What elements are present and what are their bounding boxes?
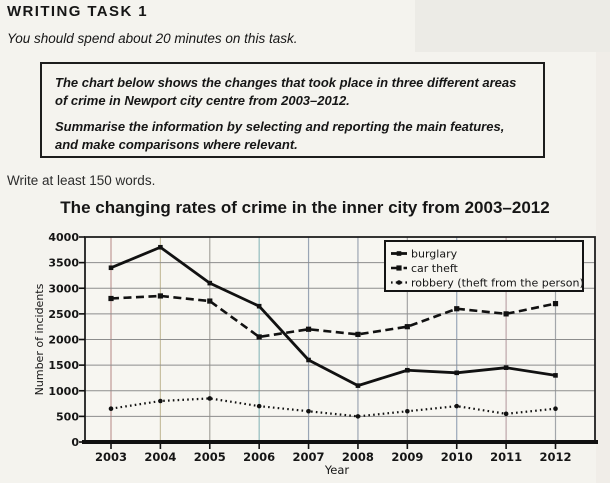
y-tick-label: 1500 (48, 359, 79, 372)
y-axis-title: Number of incidents (33, 283, 46, 395)
data-point-marker (256, 334, 262, 340)
series-line-burglary (110, 245, 556, 388)
y-tick-label: 500 (56, 410, 79, 423)
time-instruction: You should spend about 20 minutes on thi… (7, 31, 298, 46)
data-point-marker (553, 373, 558, 378)
data-point-marker (553, 406, 558, 411)
data-point-marker (207, 280, 213, 286)
x-tick-label: 2004 (144, 450, 176, 464)
data-point-marker (503, 411, 509, 417)
data-point-marker (306, 357, 311, 363)
data-point-marker (503, 311, 509, 317)
x-tick-label: 2009 (391, 450, 423, 464)
data-point-marker (207, 396, 213, 401)
legend-label: burglary (411, 247, 458, 260)
x-tick-label: 2011 (490, 450, 522, 464)
crime-rates-line-chart: 0 500 1000 1500 2000 2500 3000 3500 4000 2003 2004… (33, 231, 598, 477)
scan-artifact-shade (415, 0, 610, 52)
x-tick-label: 2003 (95, 450, 127, 464)
data-point-marker (108, 406, 114, 411)
legend-sample-marker (396, 265, 402, 271)
data-point-marker (454, 370, 460, 376)
legend-label: robbery (theft from the person) (411, 276, 584, 289)
y-tick-label: 2000 (48, 334, 79, 347)
y-tick-label: 4000 (48, 231, 79, 244)
x-tick-label: 2007 (293, 450, 325, 464)
data-point-marker (108, 295, 114, 302)
data-point-marker (256, 303, 262, 309)
task-prompt-box: The chart below shows the changes that t… (40, 62, 545, 158)
data-point-marker (157, 293, 163, 299)
legend-box (384, 240, 584, 292)
data-point-marker (158, 244, 163, 250)
y-tick-label: 0 (71, 436, 79, 449)
data-point-marker (405, 367, 410, 373)
prompt-paragraph-2: Summarise the information by selecting a… (55, 119, 505, 152)
data-point-marker (306, 408, 311, 414)
data-point-marker (355, 383, 361, 388)
legend-sample-marker (396, 251, 402, 256)
data-point-marker (355, 331, 361, 337)
x-axis-title: Year (324, 463, 350, 477)
y-tick-label: 3000 (48, 282, 79, 295)
data-point-marker (256, 403, 262, 409)
data-point-marker (108, 265, 114, 271)
x-tick-label: 2012 (539, 450, 571, 464)
y-tick-label: 2500 (48, 308, 79, 321)
data-point-marker (355, 414, 361, 419)
data-point-marker (552, 301, 559, 307)
data-point-marker (503, 365, 509, 370)
y-tick-label: 1000 (48, 385, 79, 398)
data-point-marker (158, 398, 163, 404)
x-tick-label: 2008 (342, 450, 374, 464)
prompt-paragraph-1: The chart below shows the changes that t… (55, 75, 517, 108)
y-tick-label: 3500 (48, 257, 79, 270)
data-point-marker (454, 403, 460, 409)
word-count-note: Write at least 150 words. (7, 173, 156, 188)
data-point-marker (405, 408, 410, 414)
legend-sample-marker (396, 280, 402, 285)
x-tick-label: 2005 (194, 450, 226, 464)
x-tick-label: 2010 (441, 450, 473, 464)
x-tick-label: 2006 (243, 450, 275, 464)
page-title: WRITING TASK 1 (7, 3, 148, 20)
data-point-marker (305, 326, 312, 332)
data-point-marker (207, 298, 213, 304)
data-point-marker (404, 324, 410, 330)
data-point-marker (454, 306, 460, 312)
legend-label: car theft (411, 262, 459, 275)
scan-artifact-edge (596, 52, 610, 483)
chart-title: The changing rates of crime in the inner… (60, 198, 550, 217)
